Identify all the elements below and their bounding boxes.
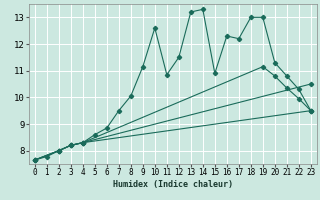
X-axis label: Humidex (Indice chaleur): Humidex (Indice chaleur) — [113, 180, 233, 189]
